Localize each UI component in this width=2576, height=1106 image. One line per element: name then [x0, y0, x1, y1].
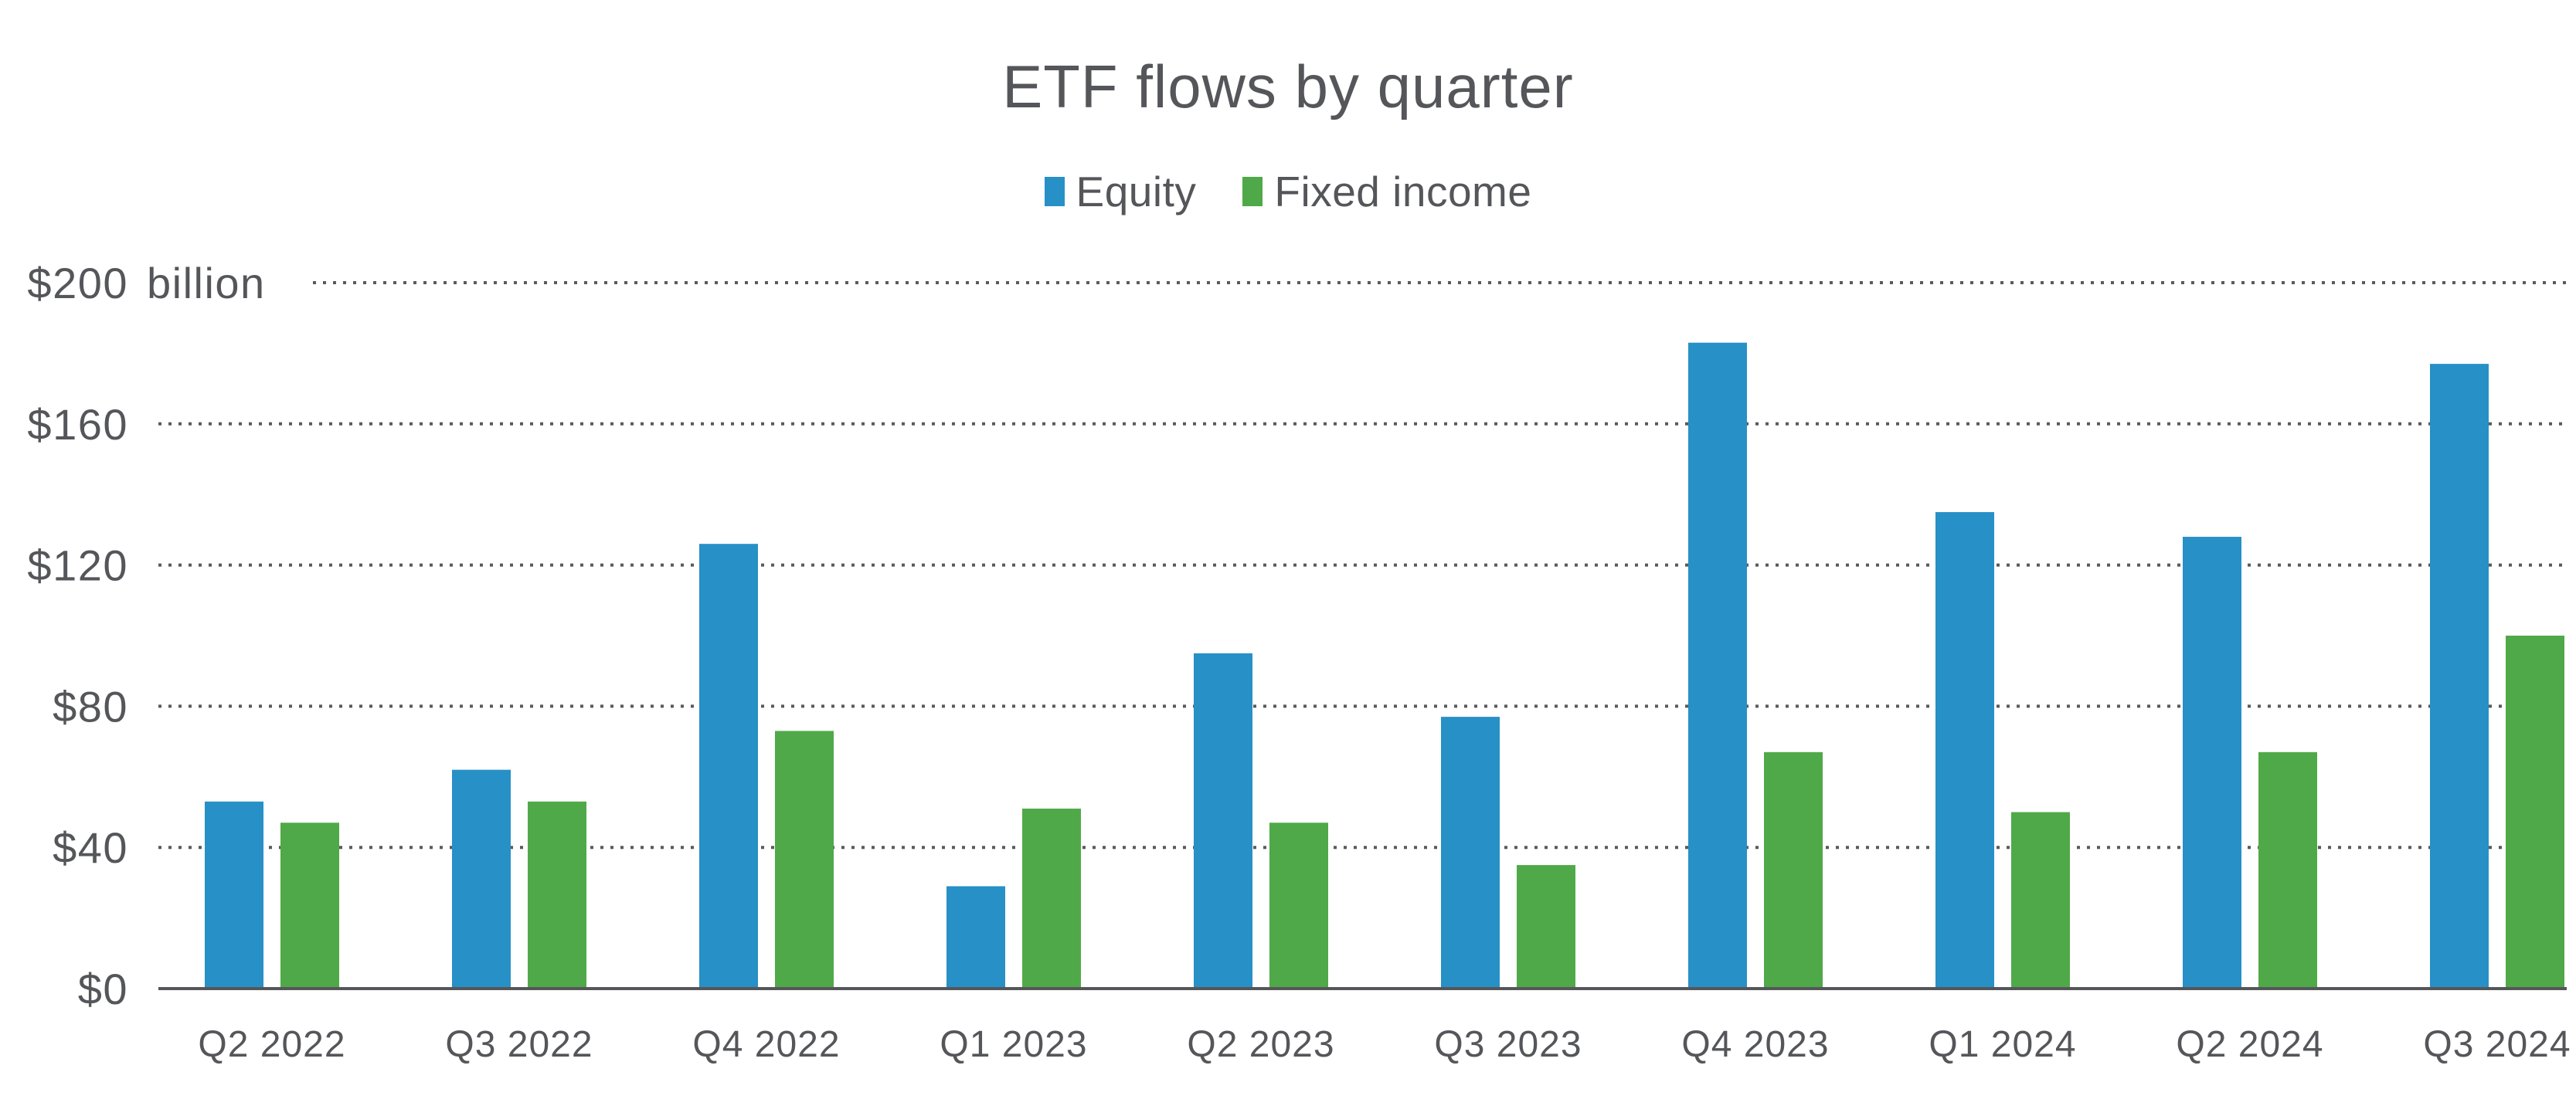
chart-legend: Equity Fixed income: [0, 167, 2576, 216]
x-tick-label-q4-2022: Q4 2022: [692, 1024, 840, 1065]
y-axis-unit-label: billion: [147, 259, 266, 307]
bar-fixed-income-q4-2022: [775, 731, 834, 989]
y-tick-label-200: $200: [27, 259, 128, 307]
bar-fixed-income-q1-2024: [2011, 812, 2070, 989]
x-tick-label-q2-2022: Q2 2022: [198, 1024, 345, 1065]
bar-equity-q1-2024: [1935, 512, 1994, 989]
x-tick-label-q4-2023: Q4 2023: [1681, 1024, 1829, 1065]
legend-item-fixed-income: Fixed income: [1242, 167, 1531, 216]
y-tick-label-160: $160: [27, 400, 128, 449]
bar-fixed-income-q4-2023: [1764, 751, 1823, 989]
legend-label-fixed-income: Fixed income: [1274, 168, 1532, 215]
bar-equity-q4-2023: [1688, 342, 1747, 989]
y-tick-label-40: $40: [53, 823, 128, 872]
y-tick-label-80: $80: [53, 682, 128, 731]
x-tick-label-q1-2023: Q1 2023: [940, 1024, 1087, 1065]
legend-swatch-equity-icon: [1044, 177, 1065, 206]
x-tick-label-q2-2024: Q2 2024: [2176, 1024, 2323, 1065]
legend-label-equity: Equity: [1076, 168, 1197, 215]
x-tick-label-q2-2023: Q2 2023: [1187, 1024, 1334, 1065]
chart-title: ETF flows by quarter: [1002, 53, 1574, 120]
bar-equity-q2-2022: [205, 801, 263, 989]
x-tick-label-q1-2024: Q1 2024: [1929, 1024, 2076, 1065]
bar-equity-q2-2024: [2183, 537, 2241, 989]
bar-equity-q1-2023: [946, 886, 1005, 989]
bar-fixed-income-q3-2024: [2506, 636, 2564, 989]
bar-fixed-income-q2-2024: [2258, 751, 2317, 989]
x-tick-label-q3-2023: Q3 2023: [1434, 1024, 1582, 1065]
bar-fixed-income-q1-2023: [1022, 808, 1081, 989]
y-tick-label-120: $120: [27, 541, 128, 590]
legend-item-equity: Equity: [1044, 167, 1197, 216]
bar-equity-q4-2022: [699, 544, 758, 989]
y-tick-label-0: $0: [78, 965, 128, 1013]
legend-swatch-fixed-income-icon: [1242, 177, 1263, 206]
bar-equity-q2-2023: [1194, 653, 1252, 989]
bar-fixed-income-q3-2023: [1517, 865, 1575, 989]
x-tick-label-q3-2022: Q3 2022: [445, 1024, 593, 1065]
bar-fixed-income-q2-2022: [280, 823, 339, 989]
bar-equity-q3-2024: [2430, 364, 2489, 989]
bar-fixed-income-q2-2023: [1269, 823, 1328, 989]
bar-equity-q3-2022: [452, 769, 511, 989]
x-tick-label-q3-2024: Q3 2024: [2423, 1024, 2571, 1065]
bar-fixed-income-q3-2022: [528, 801, 586, 989]
bar-equity-q3-2023: [1441, 717, 1500, 989]
